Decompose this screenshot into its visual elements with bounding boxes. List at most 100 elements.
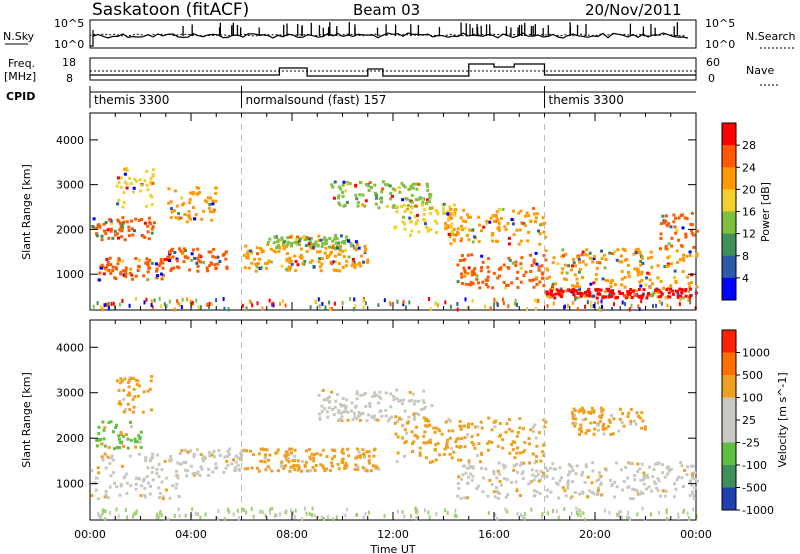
range-cell	[97, 223, 101, 227]
range-cell	[364, 199, 368, 203]
ground-speckle	[245, 307, 248, 312]
range-cell	[330, 262, 334, 266]
range-cell	[206, 196, 210, 200]
range-cell	[343, 466, 346, 470]
range-cell	[573, 285, 576, 289]
range-cell	[459, 239, 463, 243]
range-cell	[606, 279, 610, 283]
range-cell	[336, 462, 340, 466]
range-cell	[276, 243, 280, 247]
range-cell	[386, 183, 390, 187]
range-cell	[352, 411, 356, 415]
colorbar-swatch	[722, 255, 736, 279]
range-cell	[498, 422, 502, 425]
range-cell	[337, 194, 341, 198]
range-cell	[681, 256, 685, 260]
ground-speckle	[97, 512, 100, 516]
ground-speckle	[429, 307, 432, 312]
range-cell	[584, 294, 588, 298]
sky-panel-frame	[89, 19, 697, 49]
range-cell	[664, 245, 668, 248]
range-cell	[640, 270, 644, 274]
range-cell	[214, 255, 218, 259]
range-cell	[191, 248, 195, 252]
ground-speckle	[236, 508, 239, 513]
range-cell	[486, 285, 490, 289]
range-cell	[417, 399, 420, 403]
range-cell	[473, 272, 477, 276]
range-cell	[108, 256, 112, 260]
ground-speckle	[178, 513, 181, 518]
range-cell	[450, 447, 454, 451]
range-cell	[449, 225, 453, 229]
range-cell	[639, 490, 643, 494]
range-cell	[660, 292, 664, 296]
ground-speckle	[397, 509, 399, 514]
range-cell	[138, 477, 142, 481]
range-cell	[535, 490, 539, 494]
ground-speckle	[552, 508, 554, 513]
range-cell	[371, 394, 375, 398]
range-cell	[418, 451, 422, 455]
range-cell	[313, 468, 317, 472]
range-cell	[647, 485, 651, 489]
range-cell	[434, 443, 438, 447]
ground-speckle	[620, 515, 623, 520]
ground-speckle	[104, 509, 107, 514]
range-cell	[369, 469, 373, 473]
range-cell	[115, 485, 119, 489]
range-cell	[201, 457, 205, 460]
range-cell	[457, 487, 461, 490]
range-cell	[360, 254, 363, 258]
range-cell	[171, 247, 175, 251]
range-cell	[645, 473, 649, 477]
range-cell	[340, 234, 343, 238]
range-cell	[541, 276, 545, 280]
range-cell	[338, 269, 342, 273]
range-cell	[467, 422, 471, 426]
range-cell	[336, 419, 340, 422]
range-cell	[577, 410, 581, 414]
range-cell	[460, 228, 464, 232]
range-cell	[425, 424, 429, 428]
range-cell	[480, 451, 483, 455]
ground-speckle	[101, 508, 104, 513]
range-cell	[546, 268, 549, 272]
range-cell	[357, 261, 361, 265]
range-cell	[392, 394, 396, 398]
range-cell	[598, 471, 601, 475]
range-cell	[477, 281, 480, 285]
range-cell	[664, 214, 668, 218]
range-cell	[319, 269, 323, 273]
range-cell	[566, 483, 570, 487]
range-cell	[195, 261, 199, 265]
range-cell	[150, 408, 153, 412]
range-cell	[648, 272, 652, 276]
ground-speckle	[617, 510, 620, 515]
range-cell	[126, 437, 130, 441]
range-cell	[532, 478, 536, 482]
range-cell	[200, 467, 204, 471]
range-cell	[623, 285, 627, 289]
range-cell	[244, 244, 248, 248]
range-cell	[604, 295, 607, 299]
range-cell	[688, 287, 692, 291]
ground-speckle	[627, 515, 630, 520]
range-cell	[470, 422, 474, 426]
range-cell	[125, 491, 129, 495]
ground-speckle	[308, 512, 311, 517]
range-cell	[564, 494, 568, 498]
range-cell	[198, 473, 202, 477]
range-cell	[300, 255, 304, 259]
range-cell	[471, 228, 475, 232]
range-cell	[666, 262, 670, 266]
colorbar-tick-label: 500	[742, 369, 763, 382]
range-cell	[496, 227, 500, 230]
range-cell	[298, 239, 302, 243]
range-cell	[579, 423, 583, 427]
range-cell	[444, 420, 448, 424]
range-cell	[570, 411, 574, 415]
range-cell	[355, 447, 359, 451]
range-cell	[684, 294, 688, 298]
range-cell	[260, 250, 264, 254]
